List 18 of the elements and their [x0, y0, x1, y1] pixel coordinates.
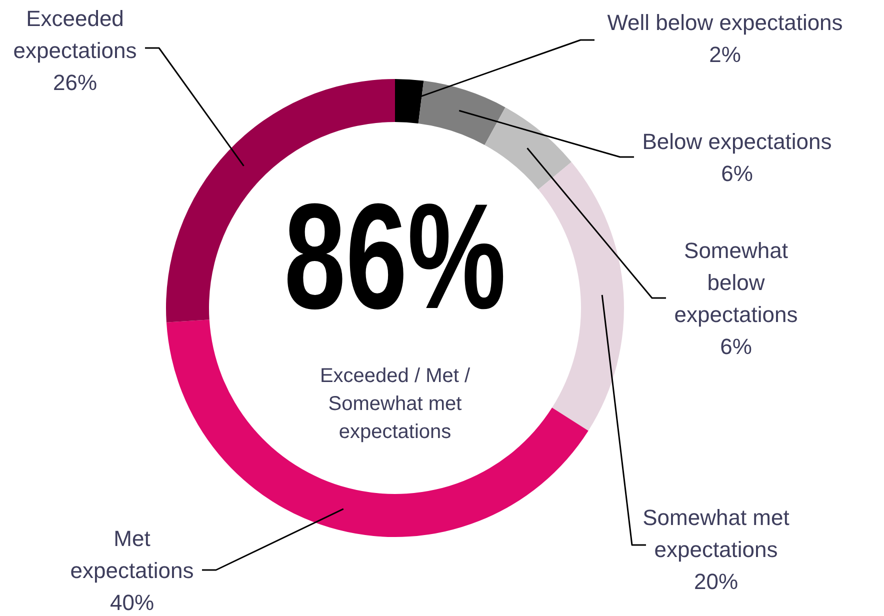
data-label: 6% [721, 161, 753, 186]
text: Exceeded / Met / Somewhat met expectations [320, 365, 470, 443]
slice-label: Somewhat met expectations [642, 505, 790, 562]
slice-label: Well below expectations [607, 10, 843, 35]
slice-label: Below expectations [642, 129, 832, 154]
donut-slice [484, 107, 572, 190]
data-label: 20% [694, 569, 738, 594]
data-label: 2% [709, 42, 741, 67]
data-label: 40% [110, 590, 154, 615]
slice-label: Met expectations [70, 526, 194, 583]
slice-label: Somewhat below expectations [674, 238, 798, 327]
text: 86% [284, 172, 584, 340]
data-label: 6% [720, 334, 752, 359]
slice-label: Exceeded expectations [13, 6, 137, 63]
donut-slice [538, 162, 624, 431]
donut-slice [166, 320, 588, 537]
donut-slice [418, 80, 506, 146]
data-label: 26% [52, 70, 98, 95]
